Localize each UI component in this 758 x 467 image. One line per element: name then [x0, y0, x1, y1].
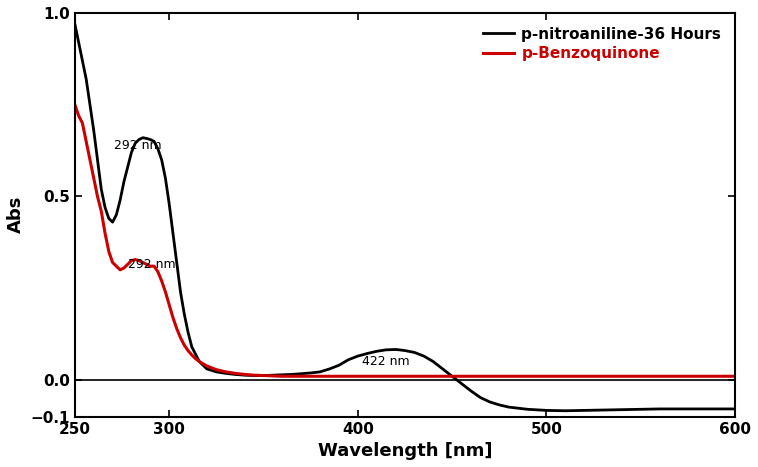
p-Benzoquinone	[731, 374, 740, 379]
Legend: p-nitroaniline-36 Hours, p-Benzoquinone: p-nitroaniline-36 Hours, p-Benzoquinone	[477, 21, 728, 67]
p-nitroaniline-36 Hours	[287, 372, 296, 377]
p-Benzoquinone	[277, 374, 287, 379]
p-Benzoquinone	[249, 372, 258, 378]
p-nitroaniline-36 Hours	[523, 406, 532, 412]
p-Benzoquinone	[334, 374, 343, 379]
p-nitroaniline-36 Hours	[731, 406, 740, 412]
p-Benzoquinone	[161, 289, 170, 295]
p-nitroaniline-36 Hours	[561, 408, 570, 414]
Text: 292 nm: 292 nm	[127, 258, 175, 271]
Line: p-nitroaniline-36 Hours: p-nitroaniline-36 Hours	[75, 24, 735, 411]
p-Benzoquinone	[108, 260, 117, 265]
Text: 422 nm: 422 nm	[362, 349, 409, 368]
p-nitroaniline-36 Hours	[476, 395, 485, 400]
Y-axis label: Abs: Abs	[7, 196, 25, 234]
X-axis label: Wavelength [nm]: Wavelength [nm]	[318, 442, 492, 460]
Text: 292 nm: 292 nm	[114, 139, 162, 152]
p-nitroaniline-36 Hours	[70, 21, 80, 27]
Line: p-Benzoquinone: p-Benzoquinone	[75, 105, 735, 376]
p-nitroaniline-36 Hours	[419, 353, 428, 359]
p-Benzoquinone	[306, 374, 315, 379]
p-nitroaniline-36 Hours	[599, 407, 608, 413]
p-Benzoquinone	[134, 258, 143, 263]
p-Benzoquinone	[70, 102, 80, 107]
p-nitroaniline-36 Hours	[344, 357, 353, 362]
